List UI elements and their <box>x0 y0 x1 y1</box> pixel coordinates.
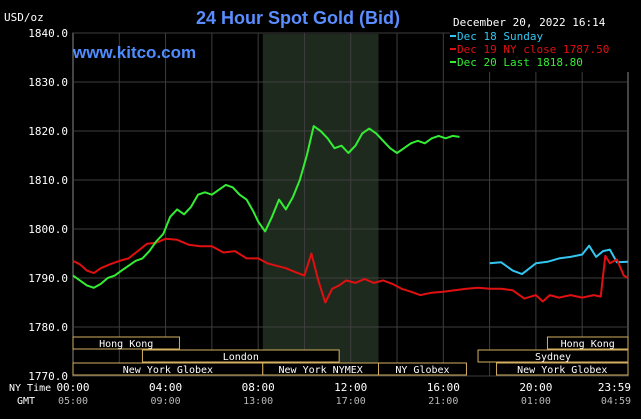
session-box <box>546 336 629 350</box>
session-label: Sydney <box>535 352 571 363</box>
y-tick-label: 1830.0 <box>28 76 68 89</box>
y-axis-ticks: 1840.0 1830.0 1820.0 1810.0 1800.0 1790.0 1780… <box>28 27 68 383</box>
session-label: Hong Kong <box>99 339 153 350</box>
session-box <box>378 362 467 376</box>
y-tick-label: 1820.0 <box>28 125 68 138</box>
x-tick-label-ny: 12:00 <box>334 381 367 394</box>
x-tick-label-gmt: 04:59 <box>601 396 631 407</box>
session-box <box>72 336 180 350</box>
y-tick-label: 1770.0 <box>28 370 68 383</box>
x-tick-label-ny: 16:00 <box>427 381 460 394</box>
session-label: New York Globex <box>517 365 607 376</box>
series-line <box>489 244 629 276</box>
x-tick-label-gmt: 01:00 <box>521 396 551 407</box>
y-tick-label: 1810.0 <box>28 174 68 187</box>
y-unit-label: USD/oz <box>4 11 44 24</box>
x-tick-label-ny: 04:00 <box>149 381 182 394</box>
x-tick-label-gmt: 17:00 <box>336 396 366 407</box>
legend-entry: Dec 20 Last 1818.80 <box>457 56 583 69</box>
session-label: New York NYMEX <box>278 365 362 376</box>
session-label: NY Globex <box>395 365 449 376</box>
x-tick-label-ny: 08:00 <box>242 381 275 394</box>
x-tick-label-gmt: 21:00 <box>428 396 458 407</box>
y-tick-label: 1790.0 <box>28 272 68 285</box>
legend-entry: Dec 18 Sunday <box>457 30 543 43</box>
y-tick-label: 1840.0 <box>28 27 68 40</box>
session-label: New York Globex <box>123 365 213 376</box>
x-tick-label-gmt: 09:00 <box>151 396 181 407</box>
x-tick-label-ny: 00:00 <box>56 381 89 394</box>
trading-sessions: Hong Kong London New York Globex New York N… <box>72 336 629 376</box>
session-box <box>496 362 629 376</box>
x-tick-label-ny: 20:00 <box>519 381 552 394</box>
ny-time-label: NY Time <box>9 383 51 394</box>
x-tick-label-gmt: 05:00 <box>58 396 88 407</box>
chart-datetime: December 20, 2022 16:14 <box>453 16 606 29</box>
x-axis-ticks: 00:00 04:00 08:00 12:00 16:00 20:00 23:59 05:00… <box>56 381 631 407</box>
legend-entry: Dec 19 NY close 1787.50 <box>457 43 609 56</box>
grid-lines <box>73 32 628 377</box>
x-tick-label-ny: 23:59 <box>598 381 631 394</box>
session-box <box>477 349 629 363</box>
session-label: London <box>223 352 259 363</box>
gmt-label: GMT <box>17 396 35 407</box>
legend-box <box>450 15 630 72</box>
nymex-shaded-region <box>262 34 379 376</box>
series-line <box>72 125 460 289</box>
y-tick-label: 1800.0 <box>28 223 68 236</box>
y-tick-label: 1780.0 <box>28 321 68 334</box>
x-tick-label-gmt: 13:00 <box>243 396 273 407</box>
chart-title: 24 Hour Spot Gold (Bid) <box>196 8 400 28</box>
price-series <box>72 125 629 304</box>
session-label: Hong Kong <box>561 339 615 350</box>
session-box <box>141 349 340 363</box>
kitco-watermark: www.kitco.com <box>72 43 196 62</box>
